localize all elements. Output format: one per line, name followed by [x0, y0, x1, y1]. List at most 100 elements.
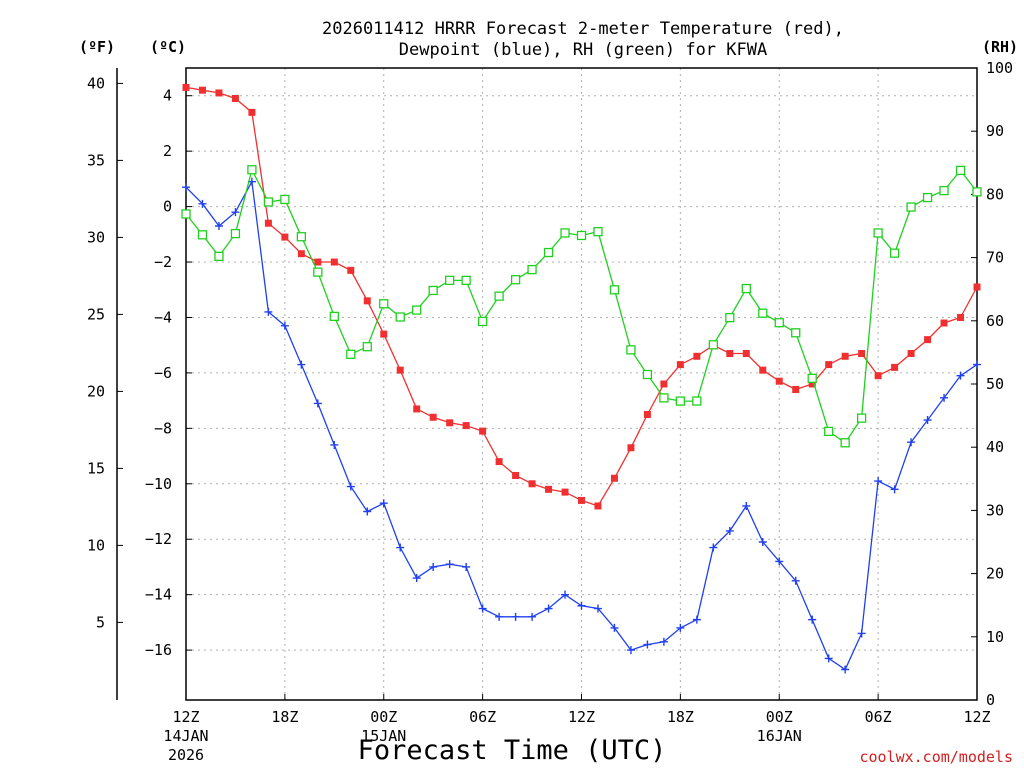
dewpoint-point	[643, 640, 652, 649]
rh-point	[609, 285, 620, 295]
date-tick-label: 14JAN	[163, 727, 208, 745]
rh-point	[527, 264, 537, 275]
temperature-point	[874, 372, 882, 380]
temperature-point	[330, 258, 338, 266]
temperature-point	[825, 361, 833, 369]
temperature-point	[446, 419, 454, 427]
rh-point	[725, 312, 735, 323]
rh-tick-label: 80	[986, 185, 1004, 203]
dewpoint-point	[330, 440, 339, 449]
temperature-point	[347, 266, 355, 274]
chart-title-line-1: 2026011412 HRRR Forecast 2-meter Tempera…	[322, 19, 844, 39]
dewpoint-point	[379, 499, 388, 508]
rh-point	[659, 393, 669, 403]
dewpoint-point	[692, 615, 701, 624]
rh-point	[824, 426, 834, 437]
dewpoint-point	[396, 543, 405, 552]
rh-point	[593, 227, 603, 237]
dewpoint-point	[445, 560, 454, 569]
temperature-point	[479, 427, 487, 435]
credit-text[interactable]: coolwx.com/models	[859, 748, 1013, 766]
rh-point	[263, 197, 274, 207]
rh-point	[856, 413, 867, 423]
temperature-point	[693, 352, 701, 360]
rh-point	[972, 187, 982, 197]
dewpoint-point	[824, 654, 833, 663]
temperature-point	[973, 283, 981, 291]
temperature-point	[957, 313, 965, 321]
fahrenheit-tick-label: 15	[87, 459, 105, 477]
temperature-point	[858, 350, 866, 358]
rh-point	[939, 185, 949, 196]
temperature-point	[429, 413, 437, 421]
dewpoint-point	[577, 601, 586, 610]
temperature-point	[907, 350, 915, 358]
dewpoint-point	[561, 590, 570, 599]
temperature-point	[380, 330, 388, 338]
celsius-tick-label: −16	[145, 641, 172, 659]
rh-tick-label: 90	[986, 122, 1004, 140]
dewpoint-point	[923, 416, 932, 425]
date-tick-label: 15JAN	[361, 727, 406, 745]
celsius-tick-label: −4	[154, 308, 172, 326]
rh-point	[543, 247, 554, 258]
temperature-point	[940, 319, 948, 327]
dewpoint-point	[676, 623, 685, 632]
rh-tick-label: 20	[986, 565, 1004, 583]
rh-point	[329, 311, 339, 322]
axes	[116, 67, 978, 701]
dewpoint-point	[182, 183, 190, 192]
rh-point	[955, 165, 966, 176]
rh-tick-label: 50	[986, 375, 1004, 393]
fahrenheit-tick-label: 40	[87, 74, 105, 92]
rh-point	[494, 291, 504, 301]
fahrenheit-unit-label: (ºF)	[79, 38, 115, 56]
rh-point	[560, 228, 570, 238]
temperature-point	[297, 250, 305, 258]
dewpoint-point	[462, 562, 471, 571]
dewpoint-point	[346, 482, 355, 491]
dewpoint-point	[478, 604, 487, 613]
temperature-point	[660, 380, 668, 388]
temperature-point	[808, 380, 816, 388]
x-axis-label: Forecast Time (UTC)	[358, 735, 667, 766]
rh-point	[708, 340, 718, 350]
celsius-tick-label: −8	[154, 419, 172, 437]
dewpoint-point	[264, 307, 273, 316]
temperature-point	[281, 233, 289, 241]
rh-point	[362, 342, 372, 352]
temperature-point	[182, 83, 190, 91]
fahrenheit-tick-label: 10	[87, 536, 105, 554]
temperature-point	[594, 502, 602, 510]
rh-point	[412, 305, 422, 315]
celsius-tick-label: −10	[145, 475, 172, 493]
time-tick-label: 18Z	[667, 708, 694, 726]
fahrenheit-tick-label: 35	[87, 151, 105, 169]
dewpoint-point	[626, 646, 635, 655]
celsius-tick-label: −12	[145, 530, 172, 548]
rh-point	[214, 251, 224, 261]
dewpoint-point	[857, 629, 866, 638]
dewpoint-point	[528, 612, 537, 621]
dewpoint-point	[659, 637, 668, 646]
rh-point	[807, 373, 817, 383]
temperature-point	[792, 386, 800, 394]
temperature-point	[742, 350, 750, 358]
rh-tick-label: 40	[986, 438, 1004, 456]
rh-point	[758, 308, 768, 318]
dewpoint-point	[429, 562, 438, 571]
fahrenheit-tick-label: 30	[87, 228, 105, 246]
temperature-point	[413, 405, 421, 413]
dewpoint-point	[808, 615, 817, 624]
temperature-point	[726, 350, 734, 358]
fahrenheit-tick-label: 25	[87, 305, 105, 323]
celsius-tick-label: −14	[145, 586, 172, 604]
rh-point	[889, 248, 900, 258]
rh-point	[230, 228, 241, 239]
temperature-point	[545, 485, 553, 493]
temperature-point	[314, 258, 322, 266]
rh-point	[692, 396, 702, 406]
dewpoint-point	[313, 399, 322, 408]
temperature-point	[396, 366, 404, 374]
